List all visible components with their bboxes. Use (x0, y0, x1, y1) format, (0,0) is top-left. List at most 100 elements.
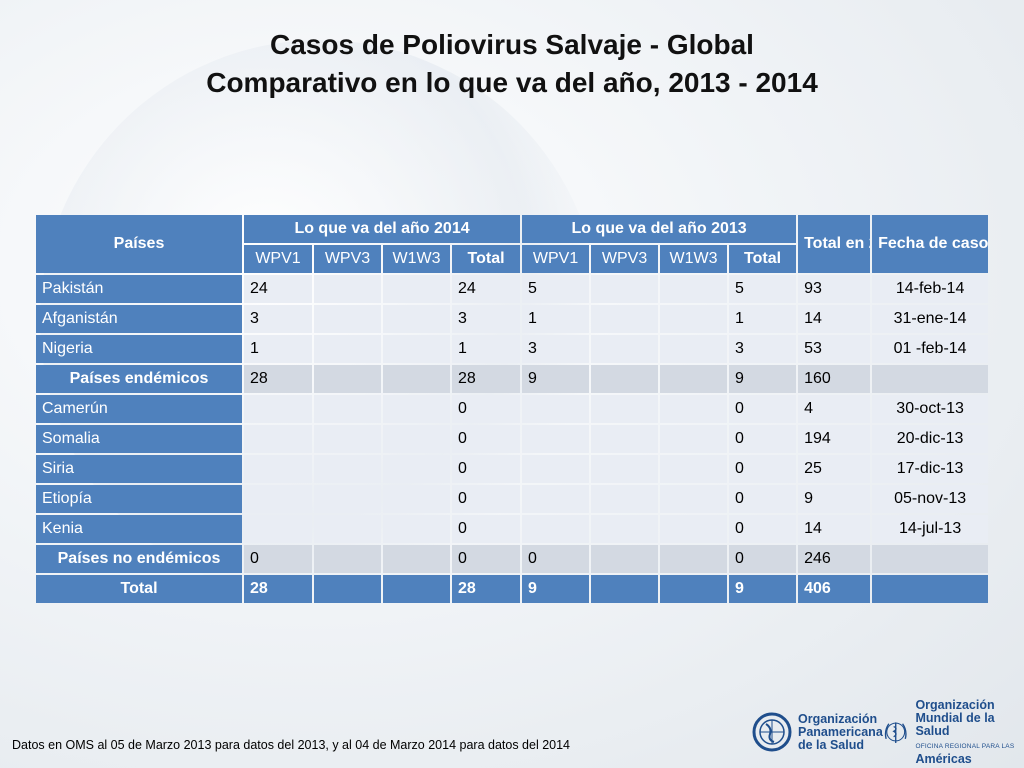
cell-latest (872, 365, 989, 393)
cell-y13-total: 0 (729, 545, 797, 573)
cell-y14-w1w3 (383, 455, 450, 483)
table-row: Camerún 0 0 4 30-oct-13 (36, 395, 989, 423)
table-row: Afganistán 3 3 1 1 14 31-ene-14 (36, 305, 989, 333)
cell-y13-wpv3 (591, 335, 659, 363)
cell-y13-wpv1 (522, 485, 590, 513)
cell-y13-total: 1 (729, 305, 797, 333)
country-cell: Afganistán (36, 305, 242, 333)
cell-total2013: 246 (798, 545, 871, 573)
cell-y14-total: 0 (452, 515, 521, 543)
cell-y14-w1w3 (383, 425, 450, 453)
cell-total2013: 194 (798, 425, 871, 453)
cell-y14-total: 3 (452, 305, 521, 333)
cell-y13-total: 9 (729, 365, 797, 393)
cell-y14-wpv1 (244, 455, 312, 483)
cell-y14-w1w3 (383, 305, 450, 333)
table-row: Kenia 0 0 14 14-jul-13 (36, 515, 989, 543)
cell-y13-wpv3 (591, 455, 659, 483)
page-title: Casos de Poliovirus Salvaje - Global Com… (0, 26, 1024, 102)
cell-y13-wpv1 (522, 515, 590, 543)
cell-y13-total: 0 (729, 515, 797, 543)
cell-y13-total: 0 (729, 485, 797, 513)
cell-latest (872, 575, 989, 603)
cell-y13-wpv1: 0 (522, 545, 590, 573)
cell-y13-wpv3 (591, 485, 659, 513)
header-2013: Lo que va del año 2013 (522, 215, 797, 243)
header-2014: Lo que va del año 2014 (244, 215, 521, 243)
cell-latest: 14-jul-13 (872, 515, 989, 543)
oms-line-2: Mundial de la Salud (915, 710, 995, 738)
country-cell: Siria (36, 455, 242, 483)
cell-y14-total: 24 (452, 275, 521, 303)
oms-logo: Organización Mundial de la Salud OFICINA… (882, 698, 1024, 765)
oms-logo-text: Organización Mundial de la Salud OFICINA… (915, 697, 1024, 766)
ops-logo-text: Organización Panamericana de la Salud (798, 712, 883, 752)
cell-y14-w1w3 (383, 515, 450, 543)
table-row: Países endémicos 28 28 9 9 160 (36, 365, 989, 393)
cell-total2013: 9 (798, 485, 871, 513)
subheader-2014-total: Total (452, 245, 521, 273)
cell-y13-wpv1: 5 (522, 275, 590, 303)
cell-y13-wpv3 (591, 305, 659, 333)
cell-y14-total: 0 (452, 425, 521, 453)
cell-y13-wpv3 (591, 395, 659, 423)
cell-y14-wpv1 (244, 395, 312, 423)
cell-y14-wpv1: 0 (244, 545, 312, 573)
cell-y13-wpv1: 3 (522, 335, 590, 363)
cell-y13-w1w3 (660, 305, 728, 333)
cell-y13-wpv3 (591, 425, 659, 453)
cell-y13-w1w3 (660, 425, 728, 453)
header-row-1: Países Lo que va del año 2014 Lo que va … (36, 215, 989, 273)
cell-y14-wpv3 (314, 275, 381, 303)
polio-cases-table: Países Lo que va del año 2014 Lo que va … (34, 213, 990, 605)
cell-y13-wpv1 (522, 455, 590, 483)
cell-y14-wpv1 (244, 485, 312, 513)
cell-latest (872, 545, 989, 573)
country-cell: Etiopía (36, 485, 242, 513)
cell-y14-wpv1 (244, 515, 312, 543)
cell-total2013: 14 (798, 305, 871, 333)
ops-line-3: de la Salud (798, 737, 864, 752)
cell-latest: 14-feb-14 (872, 275, 989, 303)
cell-y13-wpv1: 1 (522, 305, 590, 333)
ops-emblem-icon (752, 712, 792, 752)
cell-y14-wpv1: 1 (244, 335, 312, 363)
table-row: Total 28 28 9 9 406 (36, 575, 989, 603)
cell-y14-wpv3 (314, 455, 381, 483)
header-total-2013: Total en 2013 (798, 215, 871, 273)
subheader-2013-wpv3: WPV3 (591, 245, 659, 273)
cell-latest: 17-dic-13 (872, 455, 989, 483)
cell-latest: 20-dic-13 (872, 425, 989, 453)
cell-y14-total: 1 (452, 335, 521, 363)
table-row: Nigeria 1 1 3 3 53 01 -feb-14 (36, 335, 989, 363)
title-line-1: Casos de Poliovirus Salvaje - Global (270, 29, 754, 60)
oms-small-text: OFICINA REGIONAL PARA LAS (915, 742, 1015, 750)
cell-y13-wpv3 (591, 275, 659, 303)
cell-y13-w1w3 (660, 365, 728, 393)
cell-y14-wpv3 (314, 515, 381, 543)
table-row: Etiopía 0 0 9 05-nov-13 (36, 485, 989, 513)
table-row: Siria 0 0 25 17-dic-13 (36, 455, 989, 483)
subheader-2014-wpv3: WPV3 (314, 245, 381, 273)
table-row: Pakistán 24 24 5 5 93 14-feb-14 (36, 275, 989, 303)
cell-total2013: 53 (798, 335, 871, 363)
cell-y14-wpv3 (314, 575, 381, 603)
cell-total2013: 25 (798, 455, 871, 483)
subheader-2014-wpv1: WPV1 (244, 245, 312, 273)
country-cell: Total (36, 575, 242, 603)
cell-y13-total: 0 (729, 455, 797, 483)
cell-y13-w1w3 (660, 455, 728, 483)
footnote: Datos en OMS al 05 de Marzo 2013 para da… (12, 738, 571, 752)
cell-y14-wpv3 (314, 545, 381, 573)
who-emblem-icon (884, 722, 907, 743)
oms-line-1: Organización (915, 697, 995, 712)
cell-y13-wpv1: 9 (522, 575, 590, 603)
cell-y13-w1w3 (660, 395, 728, 423)
cell-y13-w1w3 (660, 275, 728, 303)
country-cell: Nigeria (36, 335, 242, 363)
cell-y14-total: 0 (452, 395, 521, 423)
cell-y13-wpv1 (522, 395, 590, 423)
cell-y14-wpv1: 24 (244, 275, 312, 303)
cell-y14-total: 0 (452, 455, 521, 483)
subheader-2014-w1w3: W1W3 (383, 245, 450, 273)
